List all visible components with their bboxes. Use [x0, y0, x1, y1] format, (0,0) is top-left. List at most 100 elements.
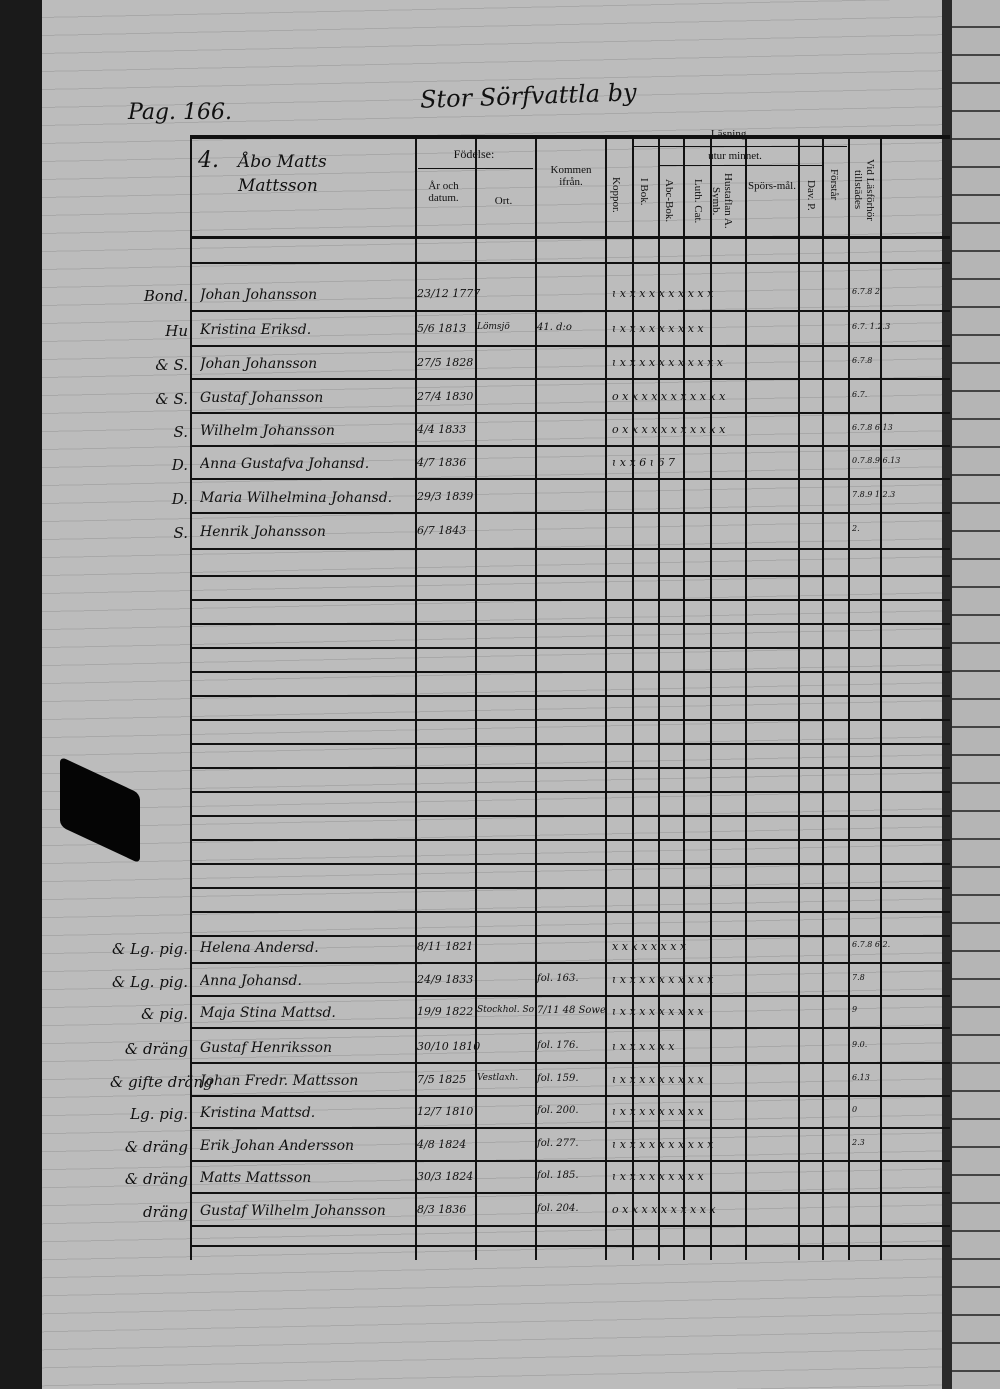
row-birth-place: Lömsjö: [477, 322, 510, 332]
row-name: Matts Mattsson: [200, 1170, 312, 1186]
row-birth-date: 7/5 1825: [417, 1073, 467, 1086]
row-attendance: 9.0.: [852, 1040, 868, 1049]
header-i-bok: I Bok.: [638, 178, 650, 206]
header-vid-lasforhor: Vid Läsförhör tillstädes: [852, 159, 876, 221]
row-moved-from: fol. 176.: [537, 1040, 579, 1051]
row-rule: [190, 1192, 950, 1194]
column-rule: [415, 135, 417, 1260]
page-reference: Pag. 166.: [128, 100, 232, 125]
row-reading-marks: ɩ x x x x x x x x x: [612, 322, 704, 335]
row-attendance: 7.8.9 1.2.3: [852, 490, 896, 499]
column-rule: [475, 135, 477, 1260]
lasning-rule: [632, 146, 847, 147]
row-name: Johan Johansson: [200, 356, 318, 372]
row-rule: [190, 887, 950, 889]
header-sporsmal: Spörs-mål.: [748, 180, 796, 192]
row-birth-date: 8/11 1821: [417, 940, 474, 953]
row-reading-marks: ɩ x x 6 ɩ 6 7: [612, 456, 676, 469]
row-reading-marks: ɩ x x x x x x x x x x x: [612, 356, 724, 369]
row-rule: [190, 378, 950, 380]
row-reading-marks: o x x x x x x x x x x x: [612, 423, 726, 436]
row-birth-date: 24/9 1833: [417, 973, 474, 986]
column-rule: [658, 135, 660, 1260]
row-reading-marks: ɩ x x x x x x x x x: [612, 1170, 704, 1183]
row-rule: [190, 647, 950, 649]
row-role: dräng: [143, 1203, 188, 1221]
book-binding: [942, 0, 954, 1389]
row-attendance: 9: [852, 1005, 858, 1014]
row-moved-from: fol. 185.: [537, 1170, 579, 1181]
register-page: [42, 0, 947, 1389]
row-role: & S.: [155, 356, 188, 374]
header-fodelse: Födelse:: [453, 147, 495, 161]
row-birth-place: Vestlaxh.: [477, 1073, 519, 1083]
header-forstar: Förstår: [828, 169, 840, 201]
row-reading-marks: ɩ x x x x x x: [612, 1040, 675, 1053]
header-bottom-rule: [190, 236, 950, 239]
column-rule: [605, 135, 607, 1260]
header-dav-p: Dav. P.: [805, 179, 817, 211]
column-rule: [190, 135, 192, 1260]
row-birth-date: 30/3 1824: [417, 1170, 474, 1183]
row-reading-marks: x x x x x x x x: [612, 940, 687, 953]
row-attendance: 6.7.8 6.13: [852, 423, 893, 432]
row-role: D.: [171, 456, 188, 474]
row-reading-marks: ɩ x x x x x x x x x x: [612, 1138, 714, 1151]
header-top-rule: [190, 135, 950, 139]
row-role: & dräng: [124, 1138, 188, 1156]
header-kommen-ifran: Kommen ifrån.: [550, 164, 592, 188]
row-role: D.: [171, 490, 188, 508]
row-birth-date: 12/7 1810: [417, 1105, 474, 1118]
header-ort: Ort.: [494, 195, 513, 207]
row-role: & gifte dräng: [110, 1073, 213, 1091]
row-name: Wilhelm Johansson: [200, 423, 335, 439]
column-rule: [880, 135, 882, 1260]
fodelse-rule: [418, 168, 533, 169]
row-role: Lg. pig.: [130, 1105, 188, 1123]
row-birth-date: 4/8 1824: [417, 1138, 467, 1151]
row-name: Helena Andersd.: [200, 940, 319, 956]
row-birth-date: 8/3 1836: [417, 1203, 467, 1216]
row-attendance: 7.8: [852, 973, 865, 982]
row-name: Anna Johansd.: [200, 973, 302, 989]
row-reading-marks: ɩ x x x x x x x x x: [612, 1005, 704, 1018]
row-birth-date: 4/7 1836: [417, 456, 467, 469]
column-rule: [632, 135, 634, 1260]
header-luth-cat: Luth. Cat.: [692, 178, 704, 224]
row-role: & S.: [155, 390, 188, 408]
row-name: Erik Johan Andersson: [200, 1138, 355, 1154]
household-name: Åbo Matts Mattsson: [238, 152, 327, 196]
row-birth-date: 30/10 1810: [417, 1040, 481, 1053]
row-attendance: 6.7.8: [852, 356, 873, 365]
row-rule: [190, 671, 950, 673]
row-rule: [190, 815, 950, 817]
row-name: Anna Gustafva Johansd.: [200, 456, 370, 472]
header-koppor: Koppor.: [610, 177, 622, 213]
row-name: Johan Fredr. Mattsson: [200, 1073, 359, 1089]
row-rule: [190, 1245, 950, 1247]
row-rule: [190, 1095, 950, 1097]
row-rule: [190, 412, 950, 414]
column-rule: [683, 135, 685, 1260]
row-attendance: 2.: [852, 524, 860, 533]
row-birth-date: 23/12 1777: [417, 287, 481, 300]
row-birth-date: 27/4 1830: [417, 390, 474, 403]
column-rule: [710, 135, 712, 1260]
row-name: Maja Stina Mattsd.: [200, 1005, 336, 1021]
row-rule: [190, 575, 950, 577]
row-rule: [190, 719, 950, 721]
row-role: & Lg. pig.: [112, 973, 188, 991]
column-rule: [745, 135, 747, 1260]
row-moved-from: 7/11 48 Sowera: [537, 1005, 605, 1016]
row-rule: [190, 791, 950, 793]
row-attendance: 6.7. 1.2.3: [852, 322, 891, 331]
row-rule: [190, 1127, 950, 1129]
row-birth-date: 19/9 1822: [417, 1005, 474, 1018]
row-rule: [190, 345, 950, 347]
facing-page-edge: [952, 0, 1000, 1389]
row-birth-date: 4/4 1833: [417, 423, 467, 436]
row-rule: [190, 995, 950, 997]
row-attendance: 2.3: [852, 1138, 865, 1147]
row-birth-date: 6/7 1843: [417, 524, 467, 537]
column-rule: [535, 135, 537, 1260]
